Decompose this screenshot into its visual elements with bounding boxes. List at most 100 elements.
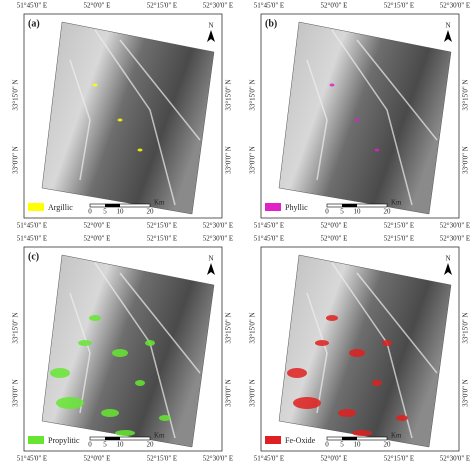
ridge-texture <box>69 29 201 206</box>
scale-label: 0 <box>88 208 92 216</box>
legend-label: Fe-Oxide <box>285 436 316 445</box>
right-tick-label: 33°0'0" N <box>462 379 470 407</box>
right-tick-label: 33°15'0" N <box>462 79 470 110</box>
left-tick-label: 33°0'0" N <box>249 379 257 407</box>
bottom-tick-label: 52°0'0" E <box>84 222 111 230</box>
left-tick-label: 33°0'0" N <box>12 379 20 407</box>
scale-unit: Km <box>154 432 165 440</box>
alteration-zone <box>354 118 360 122</box>
bottom-tick-label: 52°30'0" E <box>203 455 233 463</box>
satellite-scene <box>41 254 215 448</box>
north-arrow <box>207 30 215 42</box>
top-tick-label: 51°45'0" E <box>17 2 47 10</box>
bottom-tick-label: 52°0'0" E <box>84 455 111 463</box>
legend-label: Argillic <box>48 203 73 212</box>
satellite-scene <box>278 21 452 215</box>
top-tick-label: 51°45'0" E <box>17 235 47 243</box>
bottom-tick-label: 52°0'0" E <box>321 222 348 230</box>
north-label: N <box>445 255 450 263</box>
alteration-zone <box>374 148 380 152</box>
top-tick-label: 51°45'0" E <box>254 2 284 10</box>
alteration-zone <box>117 118 123 122</box>
right-tick-label: 33°0'0" N <box>225 146 233 174</box>
bottom-tick-label: 52°15'0" E <box>384 455 414 463</box>
north-label: N <box>445 22 450 30</box>
alteration-zone <box>101 409 119 417</box>
scale-label: 10 <box>117 441 125 449</box>
satellite-scene <box>41 21 215 215</box>
alteration-zone <box>338 409 356 417</box>
map-panel: 51°45'0" E 52°0'0" E 52°15'0" E 52°30'0" E 5… <box>12 2 234 230</box>
scale-bar-fill <box>342 204 357 207</box>
north-arrow <box>207 263 215 275</box>
alteration-zone <box>135 380 145 386</box>
alteration-zone <box>112 349 128 357</box>
top-tick-label: 52°15'0" E <box>147 2 177 10</box>
bottom-tick-label: 52°30'0" E <box>203 222 233 230</box>
top-tick-label: 52°0'0" E <box>321 235 348 243</box>
alteration-zone <box>159 415 171 421</box>
top-tick-label: 51°45'0" E <box>254 235 284 243</box>
satellite-scene <box>278 254 452 448</box>
right-tick-label: 33°15'0" N <box>462 312 470 343</box>
top-tick-label: 52°0'0" E <box>321 2 348 10</box>
alteration-zone <box>145 340 155 346</box>
left-tick-label: 33°15'0" N <box>249 79 257 110</box>
bottom-tick-label: 51°45'0" E <box>254 455 284 463</box>
scale-label: 5 <box>103 208 107 216</box>
north-arrow <box>444 30 452 42</box>
scale-label: 5 <box>103 441 107 449</box>
map-panel: 51°45'0" E 52°0'0" E 52°15'0" E 52°30'0" E 5… <box>249 235 471 463</box>
legend-label: Phyllic <box>285 203 308 212</box>
top-tick-label: 52°30'0" E <box>203 235 233 243</box>
scale-label: 0 <box>325 441 329 449</box>
panel-label: (a) <box>28 18 40 29</box>
left-tick-label: 33°0'0" N <box>249 146 257 174</box>
legend-swatch <box>28 203 44 211</box>
right-tick-label: 33°15'0" N <box>225 79 233 110</box>
legend-swatch <box>28 436 44 444</box>
legend-label: Propylitic <box>48 436 80 445</box>
top-tick-label: 52°30'0" E <box>440 2 470 10</box>
scale-label: 0 <box>88 441 92 449</box>
scale-unit: Km <box>391 199 402 207</box>
alteration-zone <box>349 349 365 357</box>
alteration-zone <box>382 340 392 346</box>
panel-label: (c) <box>28 251 39 262</box>
right-tick-label: 33°15'0" N <box>225 312 233 343</box>
scale-unit: Km <box>391 432 402 440</box>
left-tick-label: 33°15'0" N <box>12 79 20 110</box>
ridge-texture <box>306 29 438 206</box>
bottom-tick-label: 51°45'0" E <box>17 455 47 463</box>
alteration-zone <box>115 430 135 436</box>
legend-swatch <box>265 436 281 444</box>
panel-label: (b) <box>265 18 277 29</box>
bottom-tick-label: 52°30'0" E <box>440 455 470 463</box>
top-tick-label: 52°0'0" E <box>84 2 111 10</box>
scale-label: 10 <box>354 441 362 449</box>
alteration-zone <box>329 83 335 87</box>
scale-label: 20 <box>384 208 392 216</box>
map-panel: 51°45'0" E 52°0'0" E 52°15'0" E 52°30'0" E 5… <box>12 235 234 463</box>
top-tick-label: 52°15'0" E <box>384 2 414 10</box>
alteration-zone <box>396 415 408 421</box>
right-tick-label: 33°0'0" N <box>225 379 233 407</box>
alteration-zone <box>92 83 98 87</box>
alteration-zone <box>315 340 329 346</box>
north-label: N <box>208 22 213 30</box>
scale-bar-fill <box>342 437 357 440</box>
top-tick-label: 52°30'0" E <box>203 2 233 10</box>
top-tick-label: 52°15'0" E <box>147 235 177 243</box>
bottom-tick-label: 52°30'0" E <box>440 222 470 230</box>
alteration-zone <box>56 397 84 409</box>
alteration-zone <box>372 380 382 386</box>
bottom-tick-label: 52°15'0" E <box>147 455 177 463</box>
left-tick-label: 33°15'0" N <box>249 312 257 343</box>
alteration-zone <box>50 368 70 378</box>
top-tick-label: 52°15'0" E <box>384 235 414 243</box>
legend-swatch <box>265 203 281 211</box>
scale-label: 5 <box>340 441 344 449</box>
bottom-tick-label: 52°15'0" E <box>384 222 414 230</box>
alteration-zone <box>78 340 92 346</box>
